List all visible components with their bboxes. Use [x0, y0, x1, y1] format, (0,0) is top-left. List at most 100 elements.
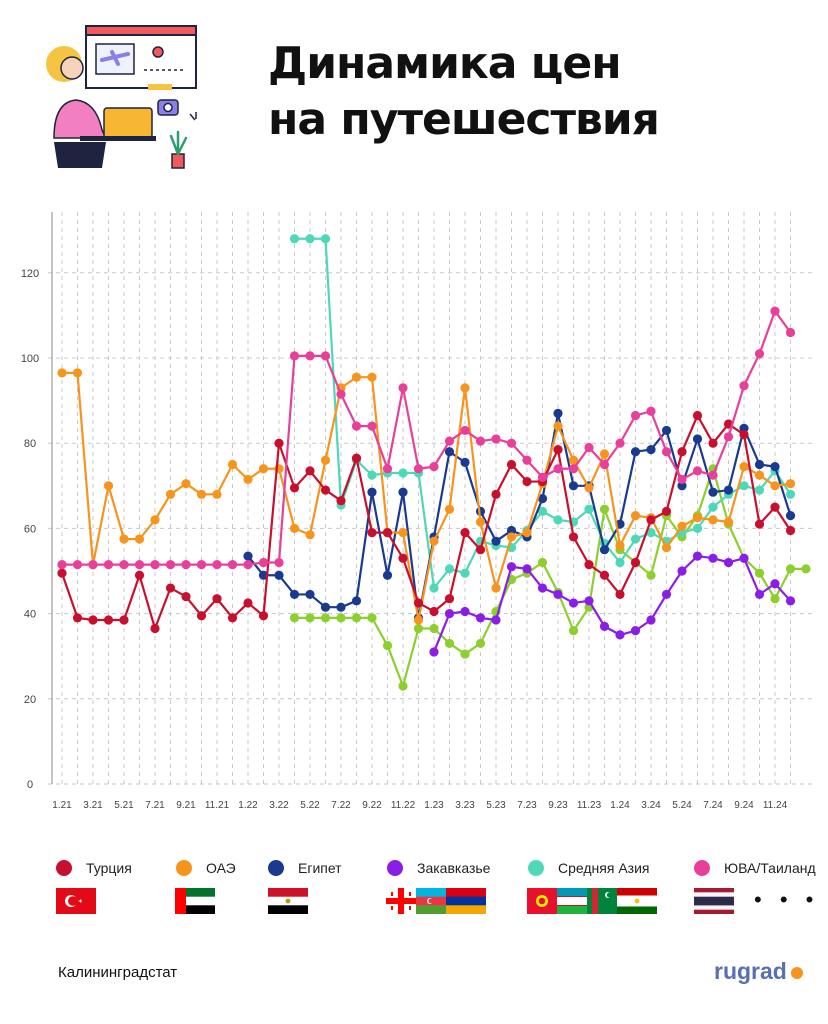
data-point	[336, 496, 346, 506]
x-tick-label: 7.24	[703, 800, 723, 811]
data-point	[243, 551, 253, 561]
legend-item: Египет	[268, 856, 342, 880]
data-point	[770, 502, 780, 512]
data-point	[723, 432, 734, 442]
data-point	[630, 534, 641, 544]
data-point	[506, 562, 517, 572]
page-title: Динамика цен на путешествия	[268, 36, 788, 148]
data-point	[568, 481, 579, 491]
source-credit: Калининградстат	[58, 964, 178, 981]
data-point	[444, 447, 455, 457]
data-point	[274, 570, 284, 580]
data-point	[599, 449, 610, 459]
data-point	[367, 421, 377, 431]
data-point	[739, 553, 749, 563]
data-point	[336, 389, 346, 399]
data-point	[460, 383, 470, 393]
data-point	[754, 519, 765, 529]
data-point	[522, 476, 532, 487]
data-point	[72, 613, 83, 623]
data-point	[119, 615, 129, 625]
data-point	[708, 487, 718, 497]
data-point	[692, 523, 703, 533]
legend-color-dot	[528, 860, 544, 876]
legend-flag-icon	[386, 888, 486, 914]
data-point	[289, 483, 300, 493]
data-point	[444, 638, 455, 649]
data-point	[305, 234, 315, 244]
legend-label: Закавказье	[417, 860, 491, 876]
legend-color-dot	[694, 860, 710, 876]
x-tick-label: 9.22	[362, 800, 382, 811]
x-tick-label: 3.23	[455, 800, 475, 811]
data-point	[491, 536, 501, 546]
data-point	[289, 234, 300, 244]
x-tick-label: 11.21	[205, 800, 230, 811]
data-point	[785, 327, 796, 338]
data-point	[460, 425, 470, 436]
legend-color-dot	[268, 860, 284, 876]
data-point	[615, 540, 625, 551]
data-point	[460, 649, 470, 659]
data-point	[584, 483, 594, 493]
data-point	[320, 485, 331, 495]
data-point	[444, 436, 455, 446]
data-point	[212, 594, 222, 604]
legend-item: Средняя Азия	[528, 856, 650, 880]
data-point	[785, 596, 796, 606]
data-point	[367, 528, 377, 538]
data-point	[785, 564, 796, 574]
data-point	[398, 487, 408, 497]
x-tick-label: 3.24	[641, 800, 661, 811]
data-point	[243, 560, 253, 570]
data-point	[646, 570, 656, 580]
legend-color-dot	[176, 860, 192, 876]
data-point	[429, 536, 439, 546]
data-point	[274, 557, 284, 568]
data-point	[646, 515, 656, 525]
data-point	[134, 560, 145, 570]
data-point	[739, 423, 749, 433]
data-point	[661, 589, 672, 600]
legend-item: ЮВА/Таиланд	[694, 856, 816, 880]
legend-label: ОАЭ	[206, 860, 236, 876]
data-point	[429, 606, 439, 617]
data-point	[382, 570, 393, 580]
x-tick-label: 9.21	[176, 800, 196, 811]
data-point	[320, 602, 331, 612]
y-tick-label: 0	[27, 779, 33, 791]
data-point	[506, 459, 517, 470]
data-point	[212, 560, 222, 570]
legend-color-dot	[387, 860, 403, 876]
data-point	[320, 234, 331, 244]
data-point	[506, 525, 517, 536]
data-point	[506, 532, 517, 542]
data-point	[692, 434, 703, 444]
data-point	[553, 515, 563, 525]
data-point	[398, 528, 408, 538]
data-point	[553, 408, 563, 418]
data-point	[568, 464, 579, 474]
data-point	[599, 621, 610, 631]
data-point	[785, 525, 796, 536]
data-point	[630, 410, 641, 421]
x-tick-label: 5.24	[672, 800, 692, 811]
data-point	[739, 462, 749, 472]
y-tick-label: 80	[24, 438, 36, 450]
data-point	[181, 591, 191, 602]
legend-label: ЮВА/Таиланд	[724, 860, 816, 876]
data-point	[258, 611, 269, 621]
data-point	[475, 517, 486, 527]
data-point	[754, 589, 765, 600]
legend-flag-icon	[175, 888, 215, 914]
data-point	[398, 553, 408, 563]
brand-name: rugrad	[714, 958, 787, 984]
data-point	[475, 545, 486, 555]
data-point	[692, 410, 703, 421]
data-point	[336, 613, 346, 623]
data-point	[708, 438, 718, 448]
data-point	[584, 596, 594, 606]
data-point	[305, 530, 315, 540]
data-point	[165, 560, 176, 570]
data-point	[320, 613, 331, 623]
